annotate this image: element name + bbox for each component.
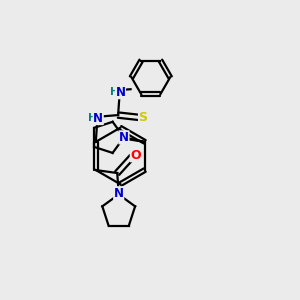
- Text: N: N: [93, 112, 103, 124]
- Text: H: H: [110, 87, 118, 97]
- Text: N: N: [119, 131, 129, 144]
- Text: O: O: [130, 149, 141, 162]
- Text: H: H: [88, 113, 96, 123]
- Text: N: N: [114, 187, 124, 200]
- Text: N: N: [116, 86, 125, 99]
- Text: S: S: [139, 111, 148, 124]
